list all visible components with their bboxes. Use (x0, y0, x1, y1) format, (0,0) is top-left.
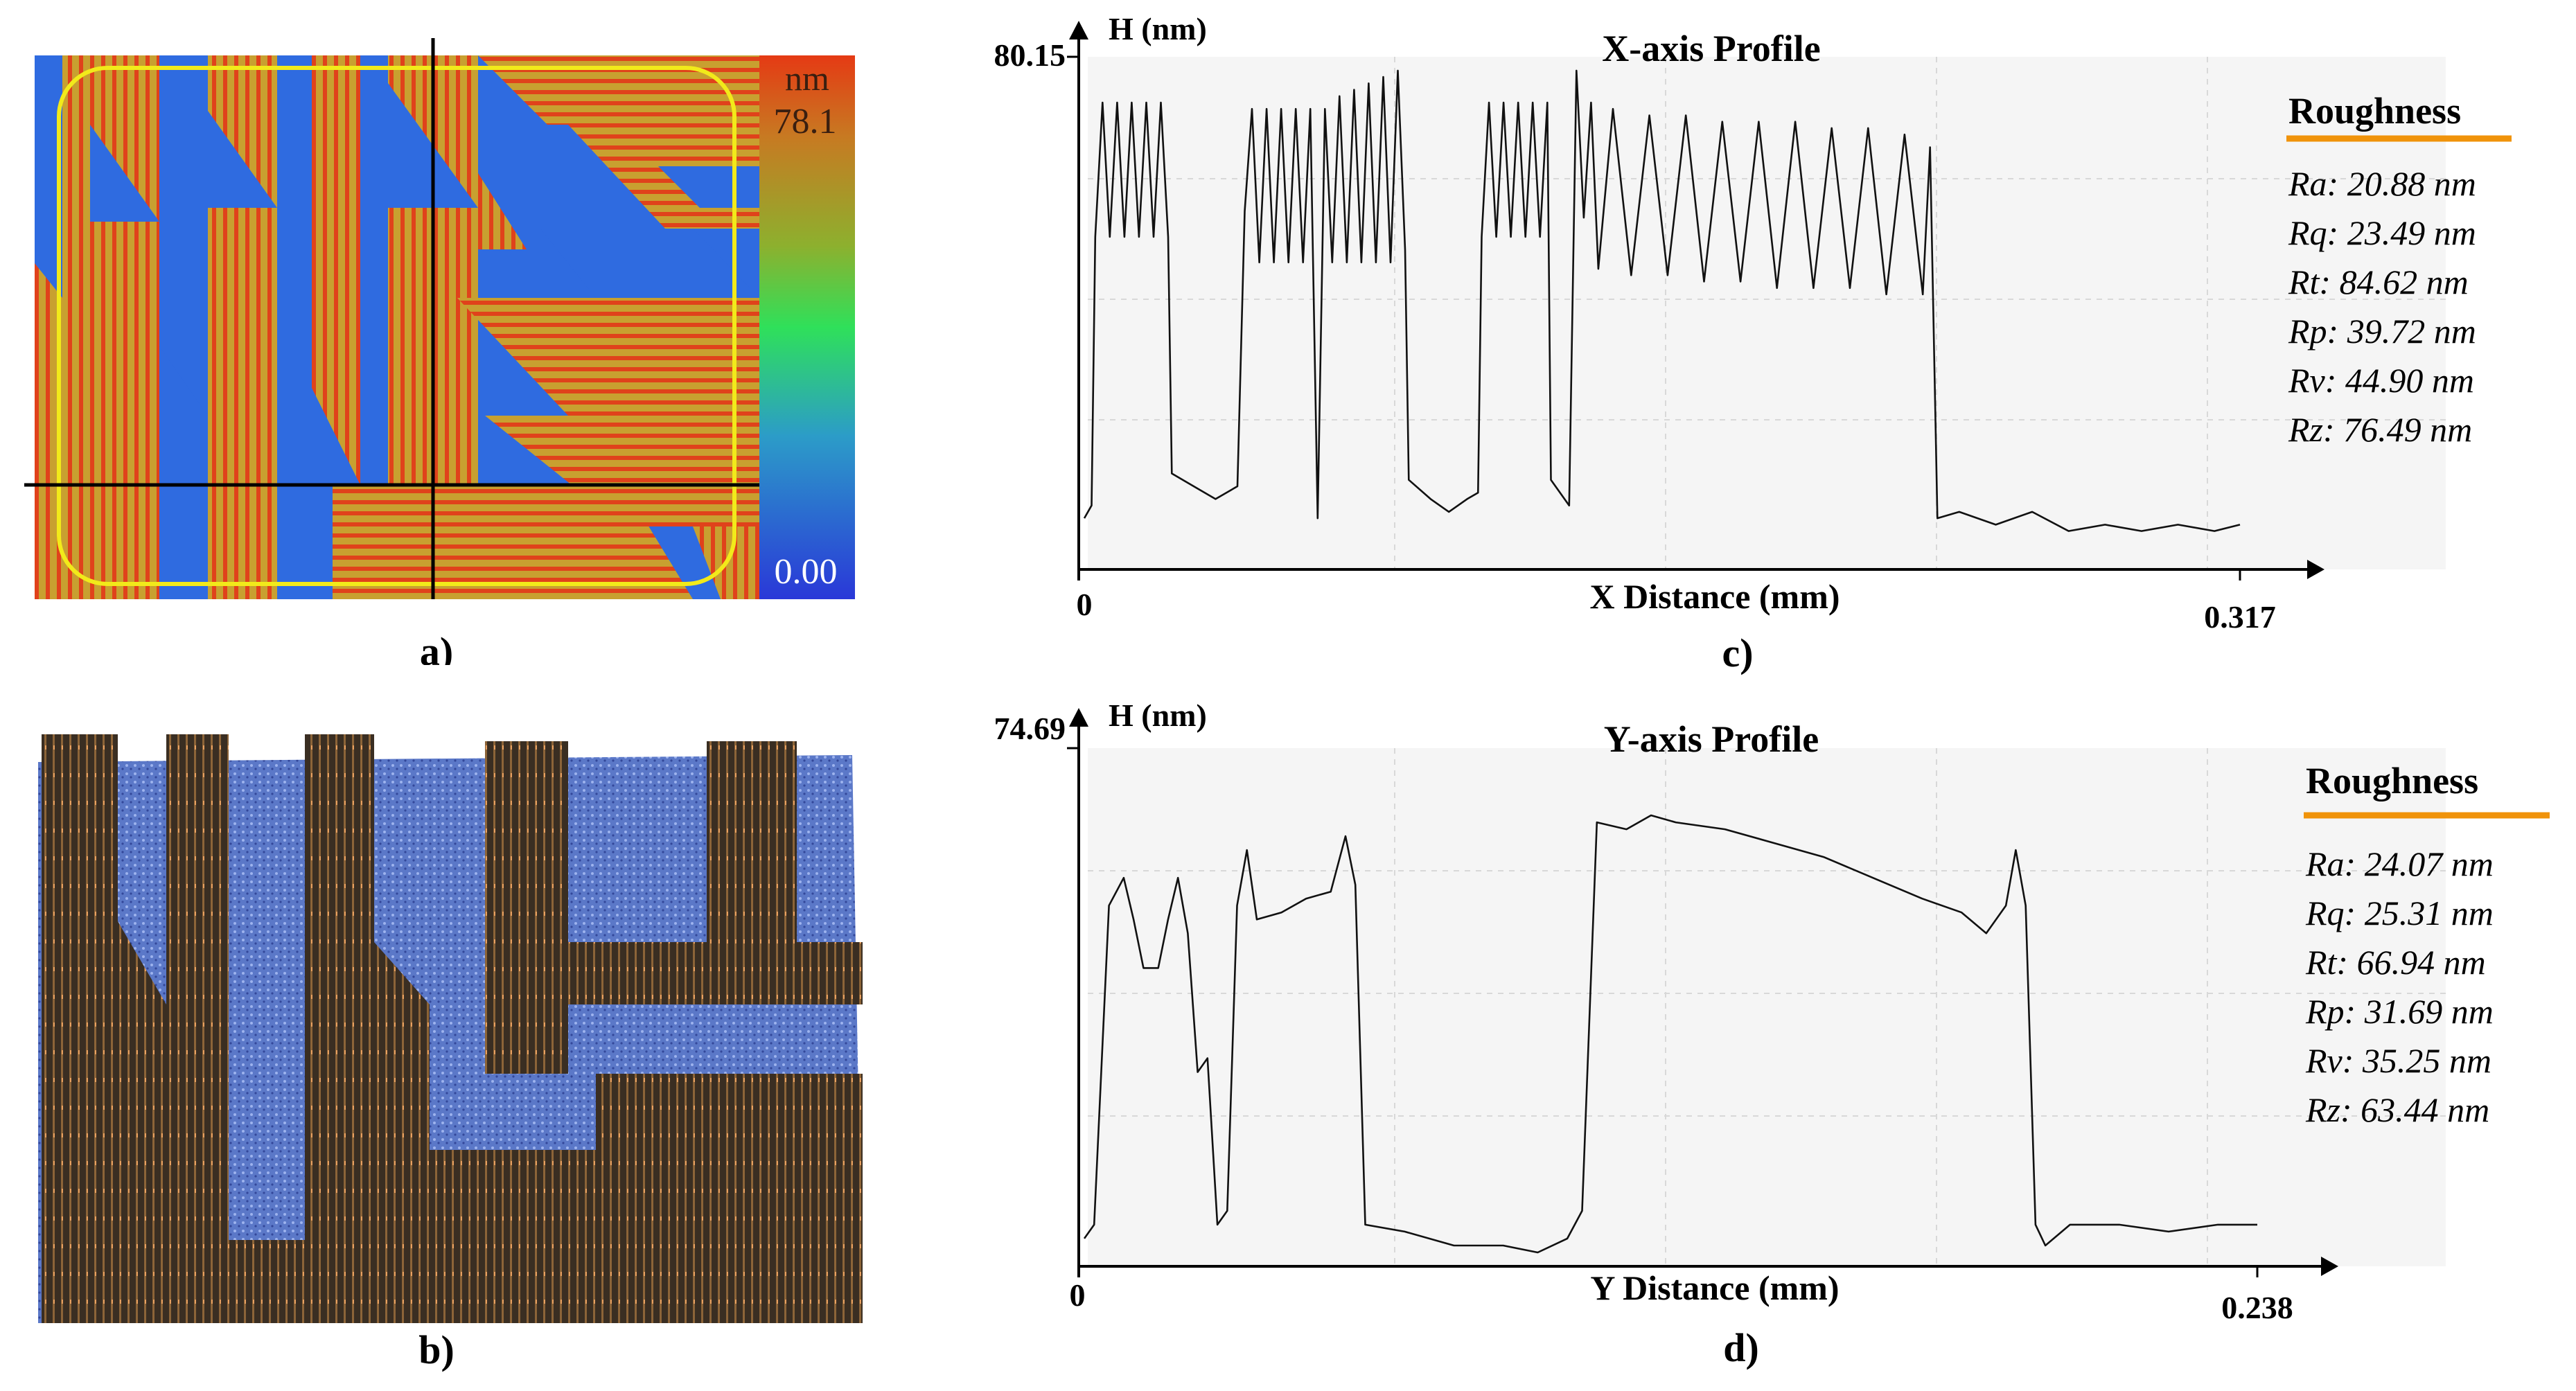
x-start-label: 0 (1077, 587, 1093, 622)
roughness-rt: Rt: 84.62 nm (2288, 263, 2469, 301)
roughness-rv: Rv: 44.90 nm (2288, 361, 2474, 400)
chart-title: Y-axis Profile (1604, 718, 1819, 760)
topography-3d-panel: b) (38, 734, 863, 1372)
roughness-rv: Rv: 35.25 nm (2305, 1041, 2491, 1080)
colorbar-min-label: 0.00 (775, 552, 838, 592)
roughness-box-y: Roughness Ra: 24.07 nm Rq: 25.31 nm Rt: … (2304, 760, 2550, 1129)
colorbar (759, 55, 855, 599)
y-axis-arrow (1069, 21, 1088, 39)
y-max-label: 80.15 (994, 37, 1066, 73)
x-end-label: 0.317 (2204, 599, 2276, 635)
roughness-rz: Rz: 76.49 nm (2288, 410, 2472, 449)
colorbar-max-label: 78.1 (774, 102, 837, 141)
x-axis-arrow (2321, 1257, 2338, 1276)
roughness-rq: Rq: 25.31 nm (2305, 894, 2494, 932)
plot-area (1088, 57, 2446, 569)
y-axis-title: H (nm) (1109, 11, 1207, 46)
x-start-label: 0 (1070, 1277, 1086, 1313)
roi-outline (57, 66, 736, 586)
roughness-box-x: Roughness Ra: 20.88 nm Rq: 23.49 nm Rt: … (2286, 90, 2512, 449)
panel-label-a: a) (420, 629, 453, 665)
x-axis-title: X Distance (mm) (1589, 577, 1840, 616)
roughness-title: Roughness (2306, 760, 2478, 801)
y-axis-title: H (nm) (1109, 698, 1207, 733)
profile-line-x (1083, 69, 2241, 532)
profile-line-y (1083, 814, 2257, 1254)
roughness-rz: Rz: 63.44 nm (2305, 1090, 2489, 1129)
roughness-rp: Rp: 31.69 nm (2305, 992, 2494, 1031)
colorbar-unit: nm (785, 59, 829, 98)
chart-title: X-axis Profile (1602, 28, 1820, 69)
panel-label-c: c) (1722, 630, 1753, 675)
grid (1088, 57, 2446, 569)
plot-area (1088, 748, 2446, 1266)
panel-label-b: b) (418, 1327, 455, 1372)
x-end-label: 0.238 (2221, 1290, 2293, 1325)
roughness-rq: Rq: 23.49 nm (2288, 213, 2476, 252)
y-axis-arrow (1069, 708, 1088, 727)
y-max-label: 74.69 (994, 711, 1066, 746)
topography-3d-image (38, 734, 863, 1323)
x-axis-title: Y Distance (mm) (1590, 1268, 1839, 1307)
roughness-rp: Rp: 39.72 nm (2288, 312, 2476, 351)
panel-label-d: d) (1723, 1325, 1759, 1370)
x-axis-arrow (2307, 560, 2324, 579)
roughness-rt: Rt: 66.94 nm (2305, 943, 2486, 982)
roughness-ra: Ra: 20.88 nm (2288, 164, 2476, 203)
height-map-image (35, 55, 759, 599)
roughness-ra: Ra: 24.07 nm (2305, 844, 2494, 883)
x-profile-chart: 80.15 H (nm) X-axis Profile 0 X Distance… (994, 11, 2512, 675)
grid (1088, 748, 2446, 1266)
y-profile-chart: 74.69 H (nm) Y-axis Profile 0 Y Distance… (994, 698, 2550, 1370)
height-map-panel: nm 78.1 0.00 a) (24, 38, 855, 665)
roughness-title: Roughness (2288, 90, 2461, 132)
